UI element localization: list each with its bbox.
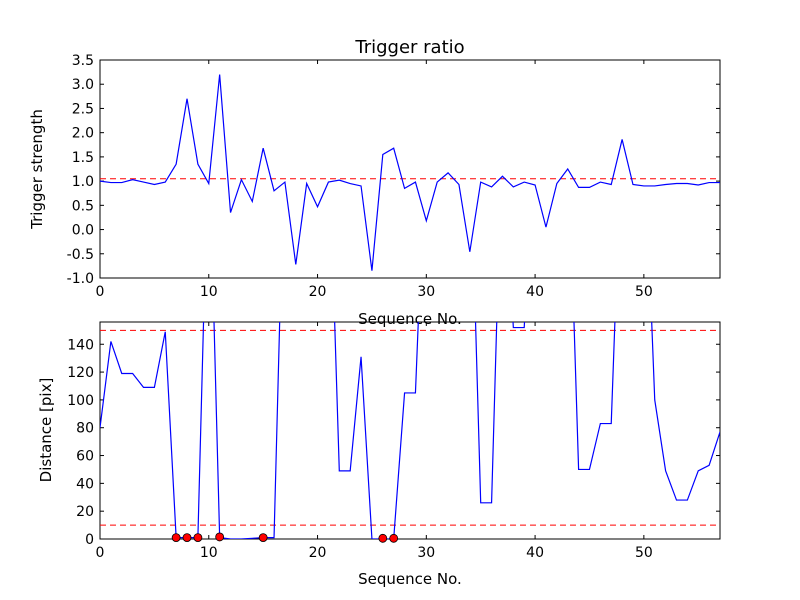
y-tick-label: 3.0 <box>72 77 94 93</box>
data-point-marker <box>378 533 388 543</box>
x-axis-label: Sequence No. <box>358 310 462 328</box>
axis-ticks: 0 10 20 30 40 50 -1.0 -0.5 0.0 0.5 1.0 1.5 2.0 2.5 3.0… <box>67 53 720 300</box>
series-line <box>100 322 720 539</box>
x-tick-label: 20 <box>309 545 327 561</box>
data-point-marker <box>215 532 225 542</box>
x-tick-label: 30 <box>417 284 435 300</box>
series-line <box>100 74 720 271</box>
x-tick-label: 30 <box>417 545 435 561</box>
y-axis-label: Distance [pix] <box>37 378 55 483</box>
x-axis-label: Sequence No. <box>358 570 462 588</box>
series-lines <box>100 322 720 539</box>
data-point-marker <box>258 533 268 543</box>
y-tick-label: -0.5 <box>67 247 94 263</box>
data-point-marker <box>193 533 203 543</box>
y-tick-label: 120 <box>67 365 94 381</box>
y-tick-label: -1.0 <box>67 271 94 287</box>
x-tick-label: 50 <box>635 284 653 300</box>
series-lines <box>100 74 720 271</box>
y-tick-label: 0.5 <box>72 198 94 214</box>
y-tick-label: 20 <box>76 504 94 520</box>
plot-area-frame <box>99 59 721 279</box>
y-tick-label: 2.5 <box>72 101 94 117</box>
x-tick-label: 40 <box>526 284 544 300</box>
point-markers <box>171 532 399 543</box>
x-tick-label: 10 <box>200 545 218 561</box>
data-point-marker <box>389 533 399 543</box>
data-point-marker <box>182 533 192 543</box>
y-tick-label: 40 <box>76 476 94 492</box>
x-tick-label: 50 <box>635 545 653 561</box>
y-tick-label: 1.0 <box>72 174 94 190</box>
trigger-ratio-chart: Trigger ratio 0 10 20 30 40 50 -1.0 -0.5 0.0 0.5 1… <box>28 37 721 328</box>
x-tick-label: 40 <box>526 545 544 561</box>
chart-title: Trigger ratio <box>354 37 464 58</box>
y-tick-label: 2.0 <box>72 126 94 142</box>
y-tick-label: 3.5 <box>72 53 94 69</box>
data-point-marker <box>171 533 181 543</box>
threshold-lines <box>100 329 720 526</box>
y-tick-label: 100 <box>67 393 94 409</box>
y-tick-label: 60 <box>76 449 94 465</box>
y-tick-label: 1.5 <box>72 150 94 166</box>
x-tick-label: 0 <box>96 284 105 300</box>
y-tick-label: 80 <box>76 421 94 437</box>
distance-chart: 0 10 20 30 40 50 0 20 40 60 80 100 120 140 Sequence N… <box>37 321 721 588</box>
plot-area-frame <box>99 321 721 540</box>
y-tick-label: 0.0 <box>72 223 94 239</box>
y-tick-label: 0 <box>85 532 94 548</box>
y-axis-label: Trigger strength <box>28 109 46 230</box>
x-tick-label: 10 <box>200 284 218 300</box>
y-tick-label: 140 <box>67 337 94 353</box>
x-tick-label: 20 <box>309 284 327 300</box>
x-tick-label: 0 <box>96 545 105 561</box>
axis-ticks: 0 10 20 30 40 50 0 20 40 60 80 100 120 140 <box>67 322 720 561</box>
